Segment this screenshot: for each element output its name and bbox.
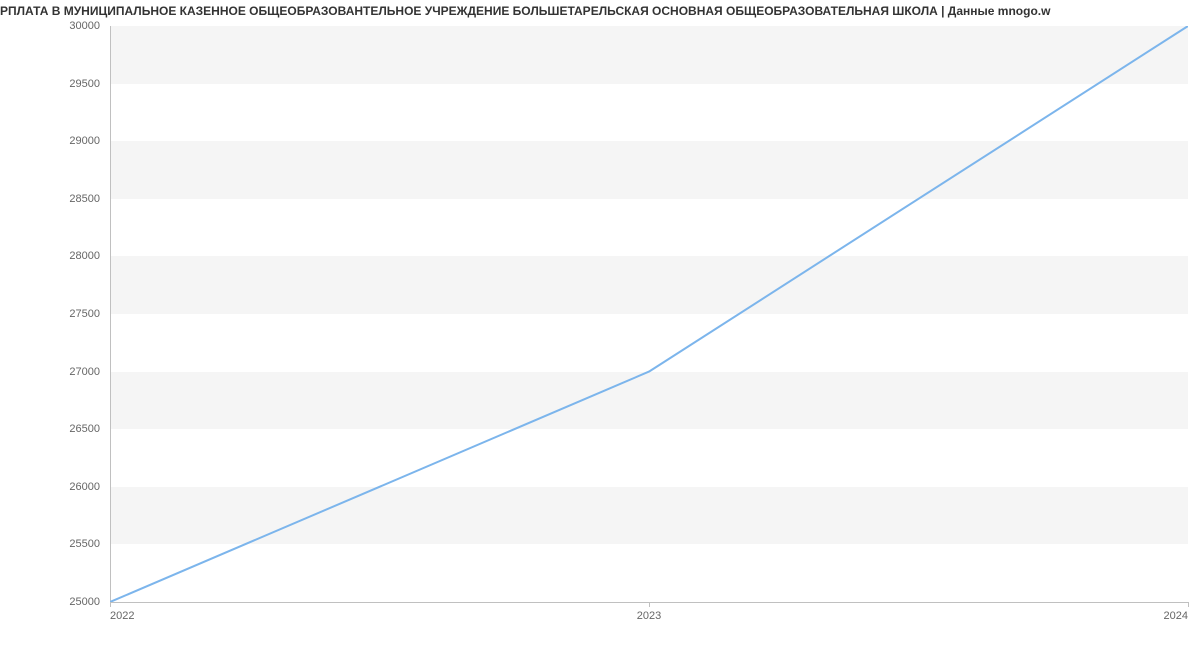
- x-axis-tick-label: 2022: [110, 610, 134, 622]
- chart-title: РПЛАТА В МУНИЦИПАЛЬНОЕ КАЗЕННОЕ ОБЩЕОБРА…: [0, 4, 1200, 18]
- plot-area: [110, 26, 1188, 602]
- y-axis-tick-label: 25500: [0, 538, 100, 550]
- series-line: [110, 26, 1188, 602]
- x-axis-tick-label: 2024: [1164, 610, 1188, 622]
- y-axis-tick-label: 28000: [0, 250, 100, 262]
- x-axis-tick: [649, 602, 650, 607]
- y-axis-tick-label: 27500: [0, 308, 100, 320]
- y-axis-tick-label: 26000: [0, 481, 100, 493]
- x-axis-tick: [1188, 602, 1189, 607]
- y-axis-tick-label: 25000: [0, 596, 100, 608]
- x-axis-tick-label: 2023: [637, 610, 661, 622]
- y-axis-tick-label: 30000: [0, 20, 100, 32]
- y-axis-tick-label: 27000: [0, 366, 100, 378]
- y-axis-tick-label: 26500: [0, 423, 100, 435]
- y-axis-tick-label: 29000: [0, 135, 100, 147]
- x-axis-tick: [110, 602, 111, 607]
- y-axis-tick-label: 28500: [0, 193, 100, 205]
- y-axis-tick-label: 29500: [0, 78, 100, 90]
